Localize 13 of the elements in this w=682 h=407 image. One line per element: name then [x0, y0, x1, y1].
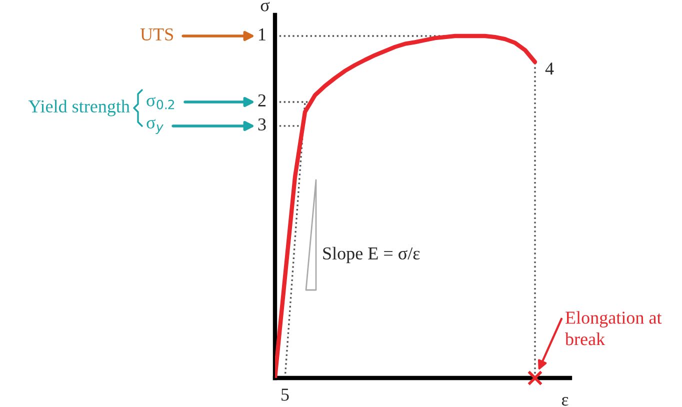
annotation: Slope E = σ/ε: [323, 246, 420, 264]
text: σ$_{y}$: [146, 119, 164, 134]
text: Yield strength: [28, 100, 130, 116]
x-axis-title: ε: [562, 397, 568, 406]
text: 2: [258, 94, 266, 106]
text: 5: [282, 388, 289, 401]
text: Elongation at break: [565, 311, 662, 346]
text: UTS: [140, 28, 173, 41]
text: 3: [258, 118, 266, 131]
y-axis-title: σ: [260, 2, 270, 12]
text: 1: [259, 28, 266, 40]
text: 4: [545, 62, 554, 75]
text: σ$_{0.2}$: [146, 96, 174, 110]
